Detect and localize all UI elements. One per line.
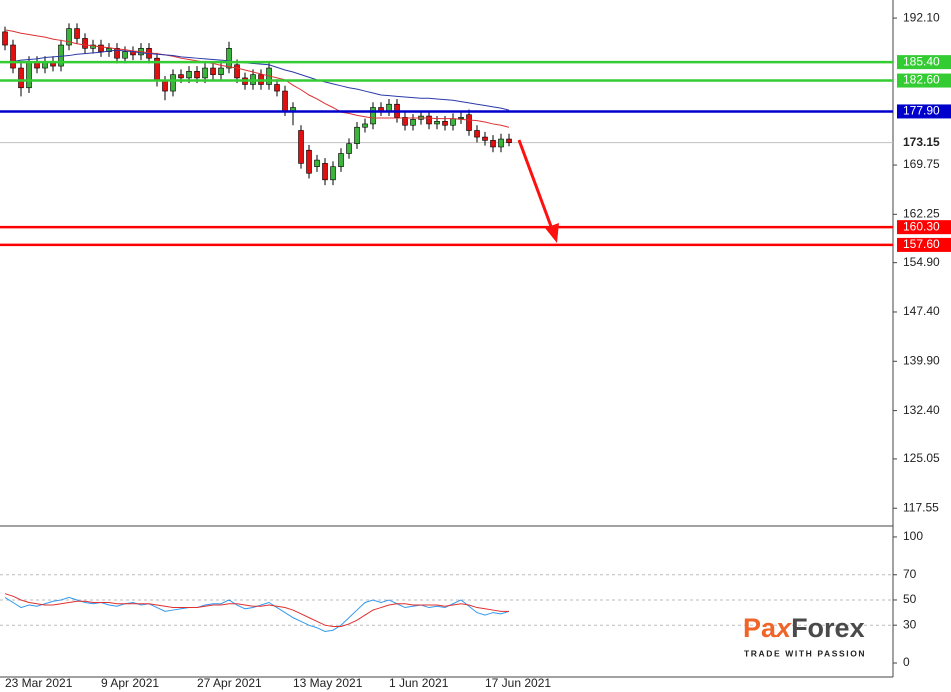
- indicator-line: [4, 49, 510, 111]
- level-label: 182.60: [903, 73, 940, 87]
- candle-body: [426, 115, 432, 125]
- candle-body: [442, 121, 448, 126]
- current-price-label: 173.15: [903, 135, 940, 149]
- candle-body: [170, 74, 176, 92]
- y-tick-label: 125.05: [903, 451, 940, 465]
- candle-body: [434, 121, 440, 125]
- indicator-line: [4, 29, 510, 128]
- candle-body: [122, 51, 128, 59]
- y-tick-label: 147.40: [903, 304, 940, 318]
- level-label-box: [897, 73, 951, 88]
- arrow-shaft: [517, 139, 554, 230]
- level-label-box: [897, 55, 951, 70]
- level-label: 160.30: [903, 219, 940, 233]
- candle-body: [282, 90, 288, 112]
- y-tick-label: 132.40: [903, 403, 940, 417]
- candle-body: [498, 138, 504, 148]
- candle-body: [458, 117, 464, 119]
- candle-body: [306, 149, 312, 174]
- candle-body: [274, 84, 280, 92]
- level-label: 157.60: [903, 237, 940, 251]
- candle-body: [370, 107, 376, 125]
- candle-body: [346, 143, 352, 154]
- y-tick-label: 100: [903, 529, 923, 543]
- candle-body: [466, 114, 472, 131]
- candle-body: [162, 80, 168, 92]
- candle-body: [386, 103, 392, 112]
- y-tick-label: 30: [903, 617, 917, 631]
- y-tick-label: 117.55: [903, 500, 939, 514]
- current-price-box: [897, 135, 951, 150]
- x-tick-label: 1 Jun 2021: [389, 676, 449, 690]
- candle-body: [66, 28, 72, 46]
- x-tick-label: 27 Apr 2021: [197, 676, 262, 690]
- candle-body: [10, 44, 16, 69]
- x-tick-label: 23 Mar 2021: [5, 676, 73, 690]
- arrow-head: [545, 223, 559, 243]
- candle-body: [106, 48, 112, 52]
- candle-body: [506, 138, 512, 143]
- level-label-box: [897, 104, 951, 119]
- candle-body: [362, 123, 368, 128]
- candle-body: [338, 153, 344, 167]
- candle-body: [186, 71, 192, 79]
- candle-body: [202, 67, 208, 79]
- x-tick-label: 9 Apr 2021: [101, 676, 159, 690]
- candle-body: [322, 163, 328, 181]
- candle-body: [474, 130, 480, 138]
- indicator-line: [4, 593, 509, 627]
- candle-body: [234, 64, 240, 79]
- candle-body: [98, 44, 104, 52]
- candle-body: [490, 140, 496, 148]
- logo-part: x: [774, 613, 792, 643]
- candle-body: [82, 38, 88, 49]
- y-tick-label: 192.10: [903, 10, 940, 24]
- candle-body: [330, 166, 336, 181]
- logo: PaxForex TRADE WITH PASSION: [743, 613, 866, 658]
- level-label: 185.40: [903, 54, 940, 68]
- candle-body: [2, 31, 8, 46]
- candle-body: [218, 67, 224, 75]
- candle-body: [226, 48, 232, 69]
- y-tick-label: 139.90: [903, 353, 940, 367]
- x-tick-label: 13 May 2021: [293, 676, 363, 690]
- candle-body: [482, 136, 488, 141]
- logo-part: Forex: [791, 613, 865, 643]
- candle-body: [410, 119, 416, 126]
- y-tick-label: 70: [903, 567, 917, 581]
- y-tick-label: 162.25: [903, 207, 940, 221]
- y-tick-label: 169.75: [903, 157, 940, 171]
- y-tick-label: 50: [903, 592, 917, 606]
- candle-body: [402, 117, 408, 126]
- level-label: 177.90: [903, 104, 940, 118]
- candle-body: [450, 118, 456, 126]
- logo-part: Pa: [743, 613, 777, 643]
- logo-tagline: TRADE WITH PASSION: [744, 648, 866, 658]
- candle-body: [314, 159, 320, 167]
- x-tick-label: 17 Jun 2021: [485, 676, 551, 690]
- candle-body: [26, 61, 32, 89]
- candle-body: [210, 67, 216, 75]
- candle-body: [298, 130, 304, 164]
- candle-body: [194, 71, 200, 79]
- level-label-box: [897, 220, 951, 235]
- level-label-box: [897, 237, 951, 252]
- candle-body: [18, 67, 24, 89]
- y-tick-label: 154.90: [903, 255, 940, 269]
- candle-body: [74, 28, 80, 39]
- y-tick-label: 0: [903, 655, 910, 669]
- logo-text: PaxForex: [743, 613, 865, 643]
- candle-body: [90, 44, 96, 49]
- candle-body: [354, 126, 360, 144]
- candle-body: [114, 48, 120, 59]
- candle-body: [178, 74, 184, 79]
